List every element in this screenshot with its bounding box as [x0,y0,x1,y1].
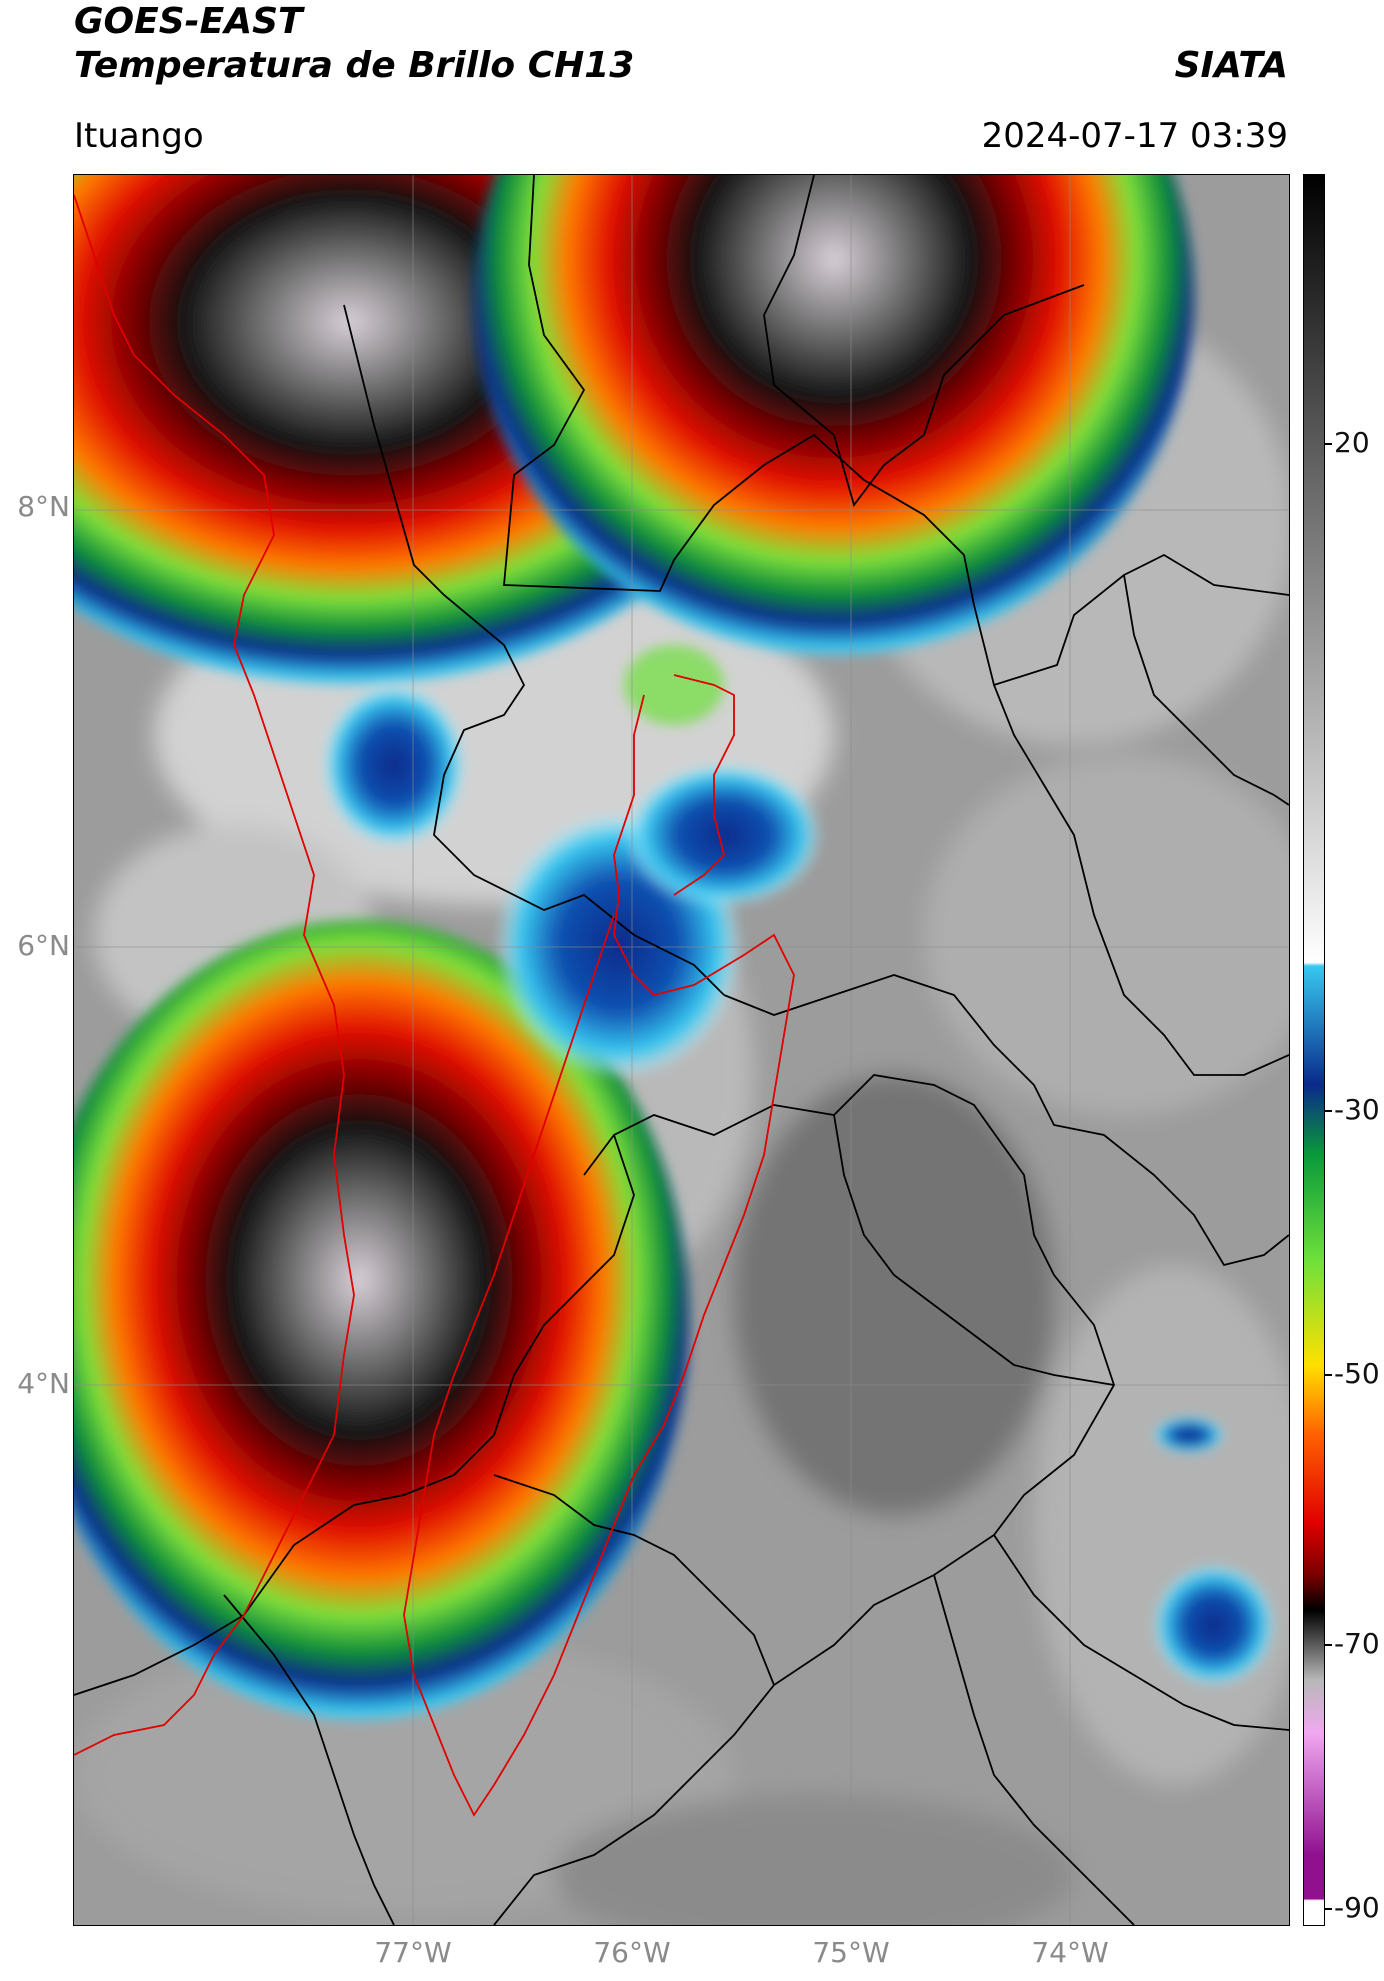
colorbar [1303,174,1325,1926]
lon-label-75w: 75°W [812,1936,890,1969]
colorbar-label-minus90: -90 [1334,1891,1380,1924]
colorbar-label-minus70: -70 [1334,1627,1380,1660]
lon-label-74w: 74°W [1031,1936,1109,1969]
highlight-region [74,194,795,1817]
lon-label-76w: 76°W [593,1936,671,1969]
colorbar-label-minus30: -30 [1334,1093,1380,1126]
satellite-map[interactable] [73,174,1290,1926]
organization-label: SIATA [1174,45,1288,86]
colorbar-label-minus50: -50 [1334,1357,1380,1390]
lat-label-8n: 8°N [17,490,70,523]
location-label: Ituango [74,116,204,156]
datetime-label: 2024-07-17 03:39 [981,116,1288,156]
satellite-title: GOES-EAST [74,1,303,42]
product-title: Temperatura de Brillo CH13 [74,45,635,86]
department-boundaries [74,175,1289,1925]
lat-label-4n: 4°N [17,1367,70,1400]
colorbar-label-20: 20 [1334,426,1370,459]
lat-label-6n: 6°N [17,929,70,962]
lon-label-77w: 77°W [374,1936,452,1969]
